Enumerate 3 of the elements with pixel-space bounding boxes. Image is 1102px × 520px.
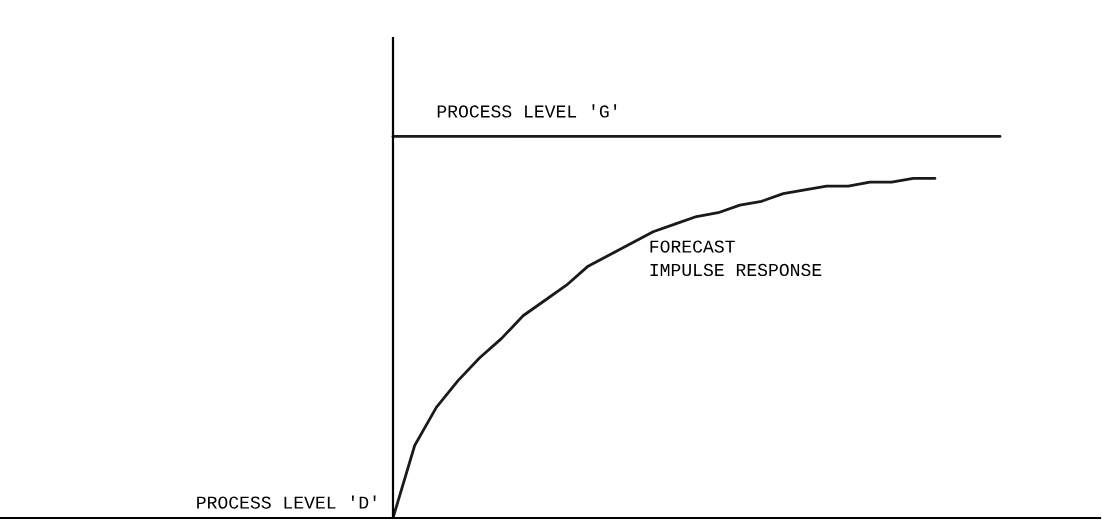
series-label: PROCESS LEVEL 'G' — [437, 104, 617, 118]
text: PROCESS LEVEL 'D' — [197, 495, 376, 509]
series-label: FORECAST IMPULSE RESPONSE — [650, 240, 822, 277]
